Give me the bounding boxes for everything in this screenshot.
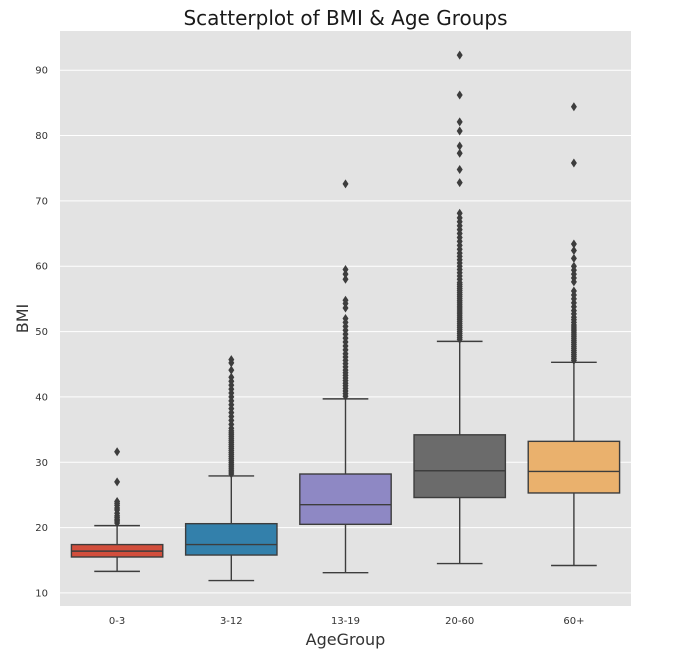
outlier-point (570, 261, 577, 271)
y-tick-label: 60 (35, 262, 48, 273)
outlier-point (114, 477, 121, 487)
outlier-point (570, 102, 577, 112)
y-tick-label: 30 (35, 458, 48, 469)
outlier-point (456, 208, 463, 218)
box-iqr (184, 522, 278, 556)
box-0-3 (70, 447, 164, 573)
y-tick-label: 80 (35, 131, 48, 142)
outlier-point (114, 496, 121, 506)
x-tick-label: 60+ (563, 616, 584, 627)
outlier-point (456, 117, 463, 127)
y-tick-label: 20 (35, 523, 48, 534)
x-tick-label: 3-12 (220, 616, 243, 627)
y-tick-label: 10 (35, 588, 48, 599)
outlier-point (228, 355, 235, 365)
outlier-point (114, 447, 121, 457)
outlier-point (342, 295, 349, 305)
box-iqr (527, 440, 621, 494)
outlier-point (342, 274, 349, 284)
y-tick-label: 70 (35, 196, 48, 207)
box-iqr (299, 473, 392, 526)
y-axis-ticks: 10 20 30 40 50 60 70 80 90 (35, 66, 48, 600)
outlier-point (342, 303, 349, 313)
outlier-point (456, 148, 463, 158)
outlier-point (570, 286, 577, 296)
box-60+ (527, 102, 621, 567)
y-tick-label: 50 (35, 327, 48, 338)
box-3-12 (184, 355, 278, 582)
x-tick-label: 13-19 (331, 616, 360, 627)
outlier-point (456, 126, 463, 136)
x-axis-ticks: 0-3 3-12 13-19 20-60 60+ (109, 616, 585, 627)
x-axis-label: AgeGroup (306, 630, 386, 649)
x-tick-label: 20-60 (445, 616, 474, 627)
outlier-point (456, 50, 463, 60)
y-tick-label: 90 (35, 66, 48, 77)
box-iqr (413, 434, 507, 499)
outlier-point (456, 213, 463, 223)
box-13-19 (299, 179, 392, 574)
outlier-point (456, 178, 463, 188)
outlier-point (228, 365, 235, 375)
chart-title: Scatterplot of BMI & Age Groups (183, 6, 507, 30)
outlier-point (570, 158, 577, 168)
outlier-point (570, 246, 577, 256)
box-20-60 (413, 50, 507, 565)
outlier-point (342, 264, 349, 274)
outlier-point (342, 314, 349, 323)
outlier-point (570, 239, 577, 249)
outlier-point (456, 90, 463, 100)
boxes-layer (70, 50, 621, 582)
outlier-point (342, 269, 349, 279)
y-tick-label: 40 (35, 392, 48, 403)
outlier-point (570, 253, 577, 263)
y-axis-label: BMI (13, 304, 32, 334)
outlier-point (228, 372, 235, 382)
x-tick-label: 0-3 (109, 616, 125, 627)
outlier-point (342, 179, 349, 189)
outlier-point (456, 165, 463, 175)
outlier-point (456, 141, 463, 151)
